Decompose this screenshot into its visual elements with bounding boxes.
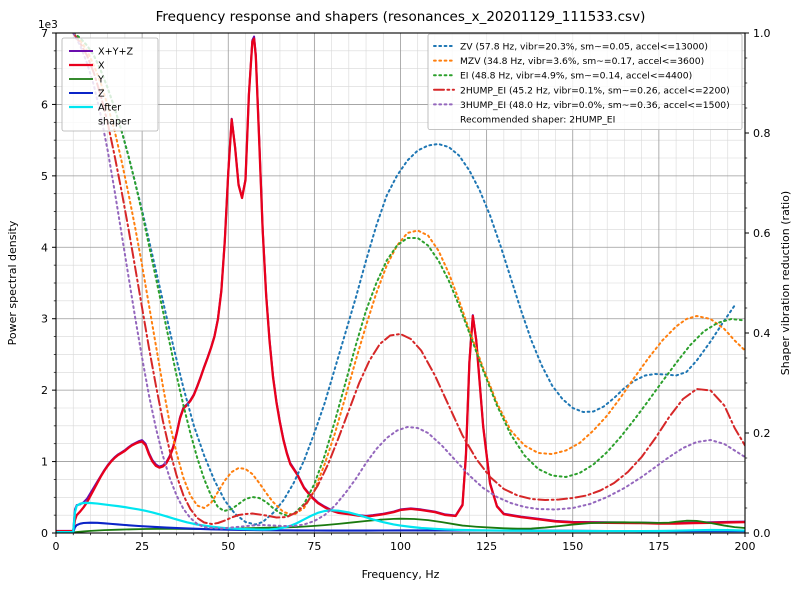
x-tick-label: 100 <box>390 540 411 553</box>
y-tick-label: 1 <box>41 456 48 469</box>
y-axis-label: Power spectral density <box>6 220 19 345</box>
psd-legend[interactable]: X+Y+Z XYZ After shaper <box>61 37 159 132</box>
psd-series-y <box>56 517 745 533</box>
psd-legend-label[interactable]: shaper <box>98 117 131 128</box>
shaper-series-2hump-ei <box>72 33 745 525</box>
shaper-legend[interactable]: ZV (57.8 Hz, vibr=20.3%, sm~=0.05, accel… <box>427 33 743 130</box>
axis-tick-labels: 0 25 50 75 100 125 150 175 200 0 1 2 3 4 5 6 7 0.0 0.2 0.4 0… <box>41 27 771 553</box>
x-tick-label: 150 <box>562 540 583 553</box>
x-tick-label: 50 <box>221 540 235 553</box>
x-tick-label: 75 <box>307 540 321 553</box>
y2-axis-label: Shaper vibration reduction (ratio) <box>779 191 792 375</box>
shaper-legend-entry-2hump-ei[interactable]: 2HUMP_EI (45.2 Hz, vibr=0.1%, sm~=0.26, … <box>433 85 730 96</box>
psd-legend-label[interactable]: After <box>98 103 121 114</box>
shaper-series-zv <box>72 33 736 526</box>
y2-tick-label: 0.6 <box>753 227 771 240</box>
psd-legend-label[interactable]: X+Y+Z <box>98 47 134 58</box>
x-axis-label: Frequency, Hz <box>362 568 440 581</box>
shaper-legend-entry-mzv[interactable]: MZV (34.8 Hz, vibr=3.6%, sm~=0.17, accel… <box>433 56 704 67</box>
y-tick-label: 5 <box>41 170 48 183</box>
x-tick-label: 200 <box>735 540 756 553</box>
x-tick-label: 25 <box>135 540 149 553</box>
y2-tick-label: 0.0 <box>753 527 771 540</box>
shaper-legend-label: 3HUMP_EI (48.0 Hz, vibr=0.0%, sm~=0.36, … <box>460 100 730 111</box>
page-title: Frequency response and shapers (resonanc… <box>156 9 646 25</box>
recommended-shaper-note: Recommended shaper: 2HUMP_EI <box>460 115 615 126</box>
psd-legend-label[interactable]: Z <box>98 89 105 100</box>
y2-tick-label: 1.0 <box>753 27 771 40</box>
axis-ticks <box>52 32 749 537</box>
psd-legend-label[interactable]: X <box>98 61 105 72</box>
shaper-series-3hump-ei <box>72 33 745 530</box>
x-tick-label: 125 <box>476 540 497 553</box>
x-tick-label: 0 <box>53 540 60 553</box>
y-tick-label: 7 <box>41 27 48 40</box>
shaper-series-ei <box>72 33 745 517</box>
shaper-legend-label: EI (48.8 Hz, vibr=4.9%, sm~=0.14, accel<… <box>460 71 692 82</box>
shaper-legend-label: 2HUMP_EI (45.2 Hz, vibr=0.1%, sm~=0.26, … <box>460 85 730 96</box>
y-tick-label: 0 <box>41 527 48 540</box>
y2-tick-label: 0.4 <box>753 327 771 340</box>
x-tick-label: 175 <box>648 540 669 553</box>
y-tick-label: 2 <box>41 384 48 397</box>
y2-tick-label: 0.2 <box>753 427 771 440</box>
y-tick-label: 4 <box>41 241 48 254</box>
shaper-series-mzv <box>72 33 745 516</box>
data-series-layer <box>56 33 745 533</box>
shaper-legend-entry-3hump-ei[interactable]: 3HUMP_EI (48.0 Hz, vibr=0.0%, sm~=0.36, … <box>433 100 730 111</box>
shaper-legend-box <box>427 33 743 130</box>
y2-tick-label: 0.8 <box>753 127 771 140</box>
y-tick-label: 6 <box>41 98 48 111</box>
psd-series-x <box>56 37 745 533</box>
y-axis-offset-text: 1e3 <box>38 19 58 31</box>
shaper-legend-label: MZV (34.8 Hz, vibr=3.6%, sm~=0.17, accel… <box>460 56 704 67</box>
psd-legend-label[interactable]: Y <box>97 75 104 86</box>
y-tick-label: 3 <box>41 313 48 326</box>
shaper-legend-entry-zv[interactable]: ZV (57.8 Hz, vibr=20.3%, sm~=0.05, accel… <box>433 42 708 53</box>
shaper-legend-label: ZV (57.8 Hz, vibr=20.3%, sm~=0.05, accel… <box>460 42 708 53</box>
shaper-legend-entry-ei[interactable]: EI (48.8 Hz, vibr=4.9%, sm~=0.14, accel<… <box>433 71 692 82</box>
